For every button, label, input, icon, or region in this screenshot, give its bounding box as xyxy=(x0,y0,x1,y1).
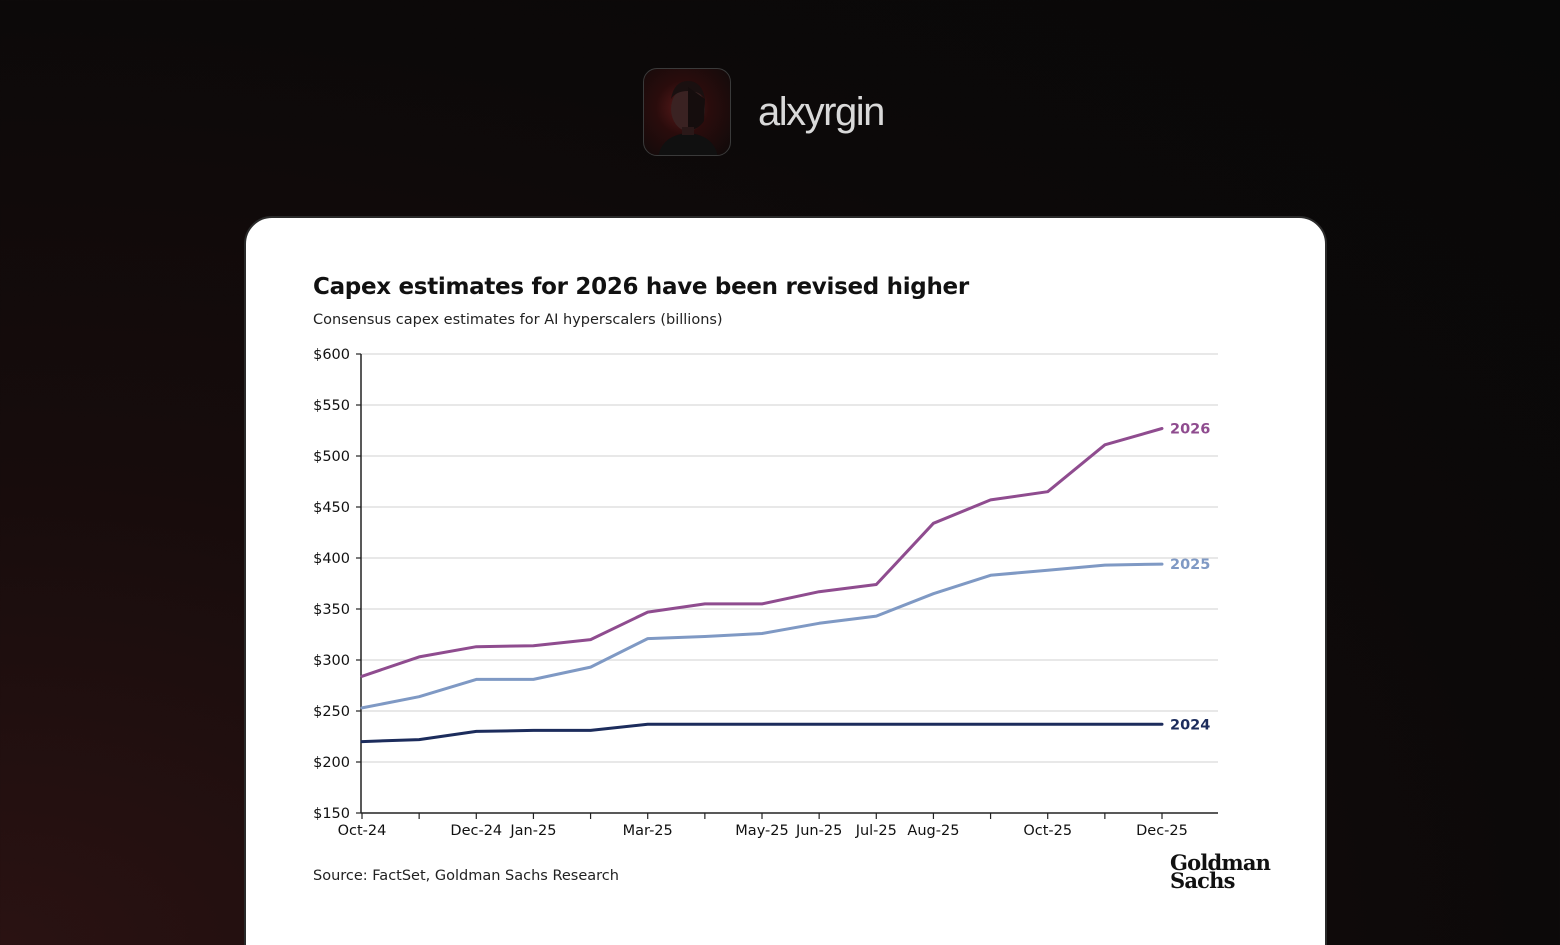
avatar[interactable] xyxy=(643,68,731,156)
logo-line-1: Goldman xyxy=(1170,850,1271,875)
x-tick-label-Jul-25: Jul-25 xyxy=(855,823,897,839)
username[interactable]: alxyrgin xyxy=(758,89,885,134)
chart-subtitle: Consensus capex estimates for AI hypersc… xyxy=(313,312,723,328)
y-tick-label-450: $450 xyxy=(313,500,350,516)
logo-line-2: Sachs xyxy=(1170,868,1235,893)
x-tick-label-Dec-25: Dec-25 xyxy=(1136,823,1188,839)
x-tick-label-Oct-25: Oct-25 xyxy=(1023,823,1072,839)
series-line-2025 xyxy=(360,562,1164,710)
profile-header: alxyrgin xyxy=(643,68,885,156)
series-line-2026 xyxy=(360,427,1164,678)
series-label-2025: 2025 xyxy=(1170,557,1210,573)
x-tick-label-Mar-25: Mar-25 xyxy=(623,823,673,839)
y-tick-label-550: $550 xyxy=(313,398,350,414)
x-tick-label-Dec-24: Dec-24 xyxy=(450,823,502,839)
chart-card: Capex estimates for 2026 have been revis… xyxy=(244,216,1327,945)
x-tick-label-Jun-25: Jun-25 xyxy=(795,823,842,839)
x-tick-label-May-25: May-25 xyxy=(735,823,788,839)
line-chart: $150 $200 $250 $300 $350 $400 $450 $500 $550 $600… xyxy=(313,347,1218,839)
y-tick-label-400: $400 xyxy=(313,551,350,567)
series-label-2024: 2024 xyxy=(1170,717,1210,733)
goldman-sachs-logo: Goldman Sachs xyxy=(1170,850,1271,893)
x-tick-label-Jan-25: Jan-25 xyxy=(509,823,556,839)
source-note: Source: FactSet, Goldman Sachs Research xyxy=(313,868,619,884)
x-tick-label-Aug-25: Aug-25 xyxy=(907,823,959,839)
chart-title: Capex estimates for 2026 have been revis… xyxy=(313,274,969,300)
y-tick-label-250: $250 xyxy=(313,704,350,720)
y-tick-label-350: $350 xyxy=(313,602,350,618)
y-tick-label-500: $500 xyxy=(313,449,350,465)
y-tick-label-150: $150 xyxy=(313,806,350,822)
y-tick-label-600: $600 xyxy=(313,347,350,363)
y-tick-label-300: $300 xyxy=(313,653,350,669)
y-tick-label-200: $200 xyxy=(313,755,350,771)
series-line-2024 xyxy=(360,722,1164,744)
series-label-2026: 2026 xyxy=(1170,421,1210,437)
x-tick-label-Oct-24: Oct-24 xyxy=(338,823,387,839)
avatar-portrait xyxy=(658,81,718,155)
